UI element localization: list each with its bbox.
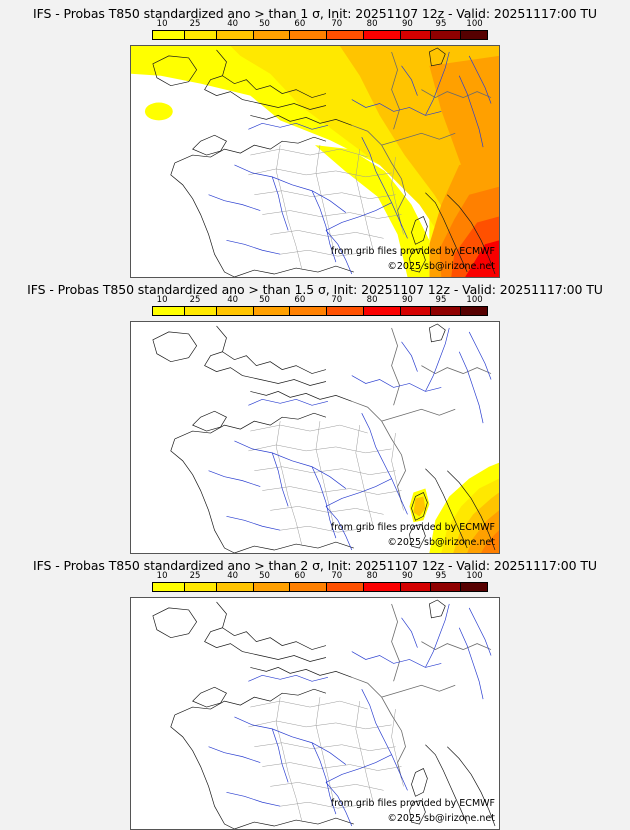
colorbar-tick-95: 95	[435, 571, 447, 581]
colorbar-tick-25: 25	[189, 19, 201, 29]
colorbar-segment-60	[290, 307, 327, 315]
panel-title: IFS - Probas T850 standardized ano > tha…	[33, 6, 597, 21]
credit-source: from grib files provided by ECMWF	[330, 522, 495, 533]
colorbar-tick-25: 25	[189, 571, 201, 581]
colorbar-segment-40	[216, 31, 254, 39]
colorbar-segment-90	[400, 583, 431, 591]
colorbar-segment-80	[363, 31, 401, 39]
colorbar-segment-25	[184, 307, 217, 315]
colorbar-tick-40: 40	[227, 571, 239, 581]
colorbar-segment-90	[400, 31, 431, 39]
colorbar-tick-90: 90	[401, 571, 413, 581]
colorbar-2: 10 25 40 50 60 70 80 90 95 100	[152, 295, 488, 316]
colorbar-segment-50	[253, 583, 291, 591]
colorbar-tick-50: 50	[259, 19, 270, 29]
colorbar-tick-100: 100	[466, 295, 483, 305]
colorbar-tick-60: 60	[294, 571, 306, 581]
colorbar-tick-90: 90	[401, 19, 413, 29]
colorbar-tick-80: 80	[366, 571, 378, 581]
credit-copyright: ©2025 sb@irizone.net	[387, 261, 495, 272]
colorbar-segment-95	[430, 307, 461, 315]
credit-source: from grib files provided by ECMWF	[330, 246, 495, 257]
map-canvas-3[interactable]: from grib files provided by ECMWF ©2025 …	[130, 597, 500, 830]
forecast-panel-2-sigma: IFS - Probas T850 standardized ano > tha…	[0, 552, 630, 830]
colorbar-segment-95	[430, 31, 461, 39]
map-canvas-1[interactable]: from grib files provided by ECMWF ©2025 …	[130, 45, 500, 278]
colorbar-tick-10: 10	[156, 295, 168, 305]
colorbar-segment-40	[216, 307, 254, 315]
credit-source: from grib files provided by ECMWF	[330, 798, 495, 809]
colorbar-segment-50	[253, 307, 291, 315]
colorbar-tick-80: 80	[366, 295, 378, 305]
colorbar-tick-70: 70	[331, 571, 343, 581]
colorbar-tick-50: 50	[259, 295, 270, 305]
colorbar-segment-10	[153, 31, 185, 39]
colorbar-tick-70: 70	[331, 19, 343, 29]
credit-copyright: ©2025 sb@irizone.net	[387, 537, 495, 548]
colorbar-segment-100	[461, 583, 487, 591]
colorbar-segment-25	[184, 31, 217, 39]
colorbar-tick-40: 40	[227, 295, 239, 305]
colorbar-1: 10 25 40 50 60 70 80 90 95 100	[152, 19, 488, 40]
colorbar-segment-10	[153, 307, 185, 315]
colorbar-tick-60: 60	[294, 295, 306, 305]
credit-copyright: ©2025 sb@irizone.net	[387, 813, 495, 824]
colorbar-tick-100: 100	[466, 19, 483, 29]
colorbar-segment-70	[327, 583, 364, 591]
colorbar-tick-70: 70	[331, 295, 343, 305]
colorbar-tick-50: 50	[259, 571, 270, 581]
colorbar-tick-25: 25	[189, 295, 201, 305]
forecast-panel-1-sigma: IFS - Probas T850 standardized ano > tha…	[0, 0, 630, 278]
colorbar-tick-10: 10	[156, 19, 168, 29]
colorbar-gradient	[152, 582, 488, 592]
forecast-panel-15-sigma: IFS - Probas T850 standardized ano > tha…	[0, 276, 630, 554]
colorbar-segment-90	[400, 307, 431, 315]
colorbar-segment-70	[327, 31, 364, 39]
colorbar-segment-100	[461, 307, 487, 315]
colorbar-segment-60	[290, 31, 327, 39]
colorbar-tick-80: 80	[366, 19, 378, 29]
colorbar-segment-60	[290, 583, 327, 591]
colorbar-gradient	[152, 30, 488, 40]
panel-title: IFS - Probas T850 standardized ano > tha…	[27, 282, 603, 297]
colorbar-segment-10	[153, 583, 185, 591]
colorbar-3: 10 25 40 50 60 70 80 90 95 100	[152, 571, 488, 592]
colorbar-tick-labels: 10 25 40 50 60 70 80 90 95 100	[152, 571, 488, 582]
colorbar-tick-labels: 10 25 40 50 60 70 80 90 95 100	[152, 295, 488, 306]
panel-title: IFS - Probas T850 standardized ano > tha…	[33, 558, 597, 573]
colorbar-segment-80	[363, 583, 401, 591]
colorbar-tick-60: 60	[294, 19, 306, 29]
colorbar-tick-40: 40	[227, 19, 239, 29]
colorbar-segment-80	[363, 307, 401, 315]
colorbar-gradient	[152, 306, 488, 316]
colorbar-tick-95: 95	[435, 19, 447, 29]
colorbar-tick-labels: 10 25 40 50 60 70 80 90 95 100	[152, 19, 488, 30]
map-canvas-2[interactable]: from grib files provided by ECMWF ©2025 …	[130, 321, 500, 554]
colorbar-segment-70	[327, 307, 364, 315]
colorbar-segment-95	[430, 583, 461, 591]
colorbar-tick-90: 90	[401, 295, 413, 305]
colorbar-segment-25	[184, 583, 217, 591]
colorbar-tick-10: 10	[156, 571, 168, 581]
colorbar-segment-100	[461, 31, 487, 39]
colorbar-segment-40	[216, 583, 254, 591]
colorbar-tick-100: 100	[466, 571, 483, 581]
colorbar-tick-95: 95	[435, 295, 447, 305]
colorbar-segment-50	[253, 31, 291, 39]
